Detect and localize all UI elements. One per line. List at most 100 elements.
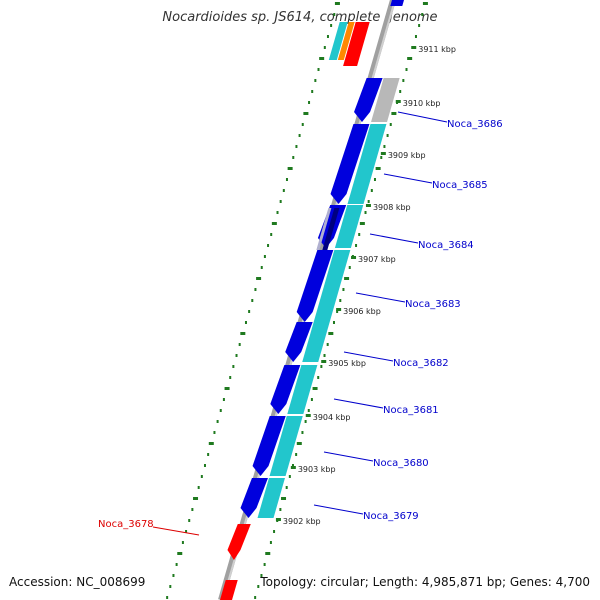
- gene-arrow: [252, 416, 286, 476]
- gc-dot: [336, 310, 339, 313]
- gc-dot: [307, 409, 310, 412]
- gc-dot: [254, 288, 257, 291]
- gc-dot: [301, 431, 304, 434]
- gc-dot: [281, 497, 287, 500]
- gc-dot: [330, 24, 333, 27]
- gene-arrow: [285, 322, 313, 362]
- cds-band: [257, 478, 285, 518]
- tick-label: 3906 kbp: [343, 307, 381, 316]
- gc-dot: [169, 585, 172, 588]
- gc-dot: [185, 530, 188, 533]
- leader-line: [152, 526, 200, 536]
- tick-mark: [351, 256, 357, 259]
- leader-line: [333, 398, 384, 409]
- gc-dot: [389, 123, 392, 126]
- gc-dot: [224, 387, 230, 390]
- leader-line: [313, 504, 364, 515]
- cds-band: [347, 124, 387, 204]
- gene-arrow: [240, 478, 268, 518]
- leader-line: [343, 351, 394, 362]
- cds-band: [313, 250, 351, 322]
- tick-label: 3907 kbp: [358, 255, 396, 264]
- cds-band: [334, 205, 364, 248]
- gc-dot: [355, 244, 358, 247]
- gc-dot: [304, 420, 307, 423]
- gene-label: Noca_3684: [418, 240, 474, 251]
- gc-dot: [333, 13, 336, 16]
- gc-dot: [334, 2, 340, 5]
- leader-line: [383, 173, 433, 184]
- gc-dot: [402, 79, 405, 82]
- gc-dot: [172, 574, 175, 577]
- tick-mark: [275, 518, 281, 521]
- gc-dot: [256, 277, 262, 280]
- topology-text: Topology: circular; Length: 4,985,871 bp…: [260, 575, 590, 589]
- gc-dot: [200, 475, 203, 478]
- gc-dot: [244, 321, 247, 324]
- gc-dot: [308, 101, 311, 104]
- leader-line: [323, 451, 374, 462]
- gc-dot: [422, 2, 428, 5]
- map-title: Nocardioides sp. JS614, complete genome: [162, 10, 438, 25]
- gene-label: Noca_3680: [373, 458, 429, 469]
- gc-dot: [328, 332, 334, 335]
- gc-dot: [222, 398, 225, 401]
- gc-dot: [295, 453, 298, 456]
- gc-dot: [380, 156, 383, 159]
- feature-track: [220, 0, 404, 600]
- cds-band: [287, 365, 318, 414]
- tick-mark: [290, 466, 296, 469]
- gc-content-track: [166, 2, 428, 599]
- gc-dot: [386, 134, 389, 137]
- gene-arrow: [270, 365, 301, 414]
- gc-dot: [319, 57, 325, 60]
- gc-dot: [238, 343, 241, 346]
- gc-dot: [279, 200, 282, 203]
- gc-dot: [348, 266, 351, 269]
- gc-dot: [303, 112, 309, 115]
- leader-line: [397, 111, 448, 123]
- gc-dot: [265, 552, 271, 555]
- gc-dot: [207, 453, 210, 456]
- gc-dot: [263, 563, 266, 566]
- gc-dot: [339, 299, 342, 302]
- gc-dot: [282, 189, 285, 192]
- gc-dot: [358, 233, 361, 236]
- gene-label: Noca_3683: [405, 299, 461, 310]
- gc-dot: [405, 68, 408, 71]
- tick-mark: [336, 308, 342, 311]
- gc-dot: [323, 354, 326, 357]
- tick-label: 3902 kbp: [283, 517, 321, 526]
- tick-label: 3903 kbp: [298, 465, 336, 474]
- gc-dot: [235, 354, 238, 357]
- gc-dot: [317, 376, 320, 379]
- gc-dot: [332, 321, 335, 324]
- cds-band: [371, 78, 400, 122]
- gc-dot: [177, 552, 183, 555]
- accession-text: Accession: NC_008699: [9, 575, 146, 589]
- gc-dot: [219, 409, 222, 412]
- gc-dot: [383, 145, 386, 148]
- tick-label: 3908 kbp: [373, 203, 411, 212]
- gc-dot: [418, 24, 421, 27]
- gc-dot: [285, 178, 288, 181]
- gc-dot: [208, 442, 214, 445]
- tick-mark: [411, 46, 417, 49]
- gc-dot: [295, 145, 298, 148]
- gene-arrow: [343, 22, 370, 66]
- gc-dot: [285, 486, 288, 489]
- gc-dot: [344, 277, 350, 280]
- tick-label: 3909 kbp: [388, 151, 426, 160]
- gc-dot: [291, 464, 294, 467]
- cds-band: [269, 416, 303, 476]
- gc-dot: [276, 211, 279, 214]
- gc-dot: [323, 46, 326, 49]
- gc-dot: [359, 222, 365, 225]
- gc-dot: [197, 486, 200, 489]
- gc-dot: [421, 13, 424, 16]
- label-leaders: Noca_3686 Noca_3685 Noca_3684 Noca_3683 Noca…: [98, 111, 503, 536]
- gc-dot: [373, 178, 376, 181]
- gc-dot: [320, 365, 323, 368]
- gc-dot: [257, 585, 260, 588]
